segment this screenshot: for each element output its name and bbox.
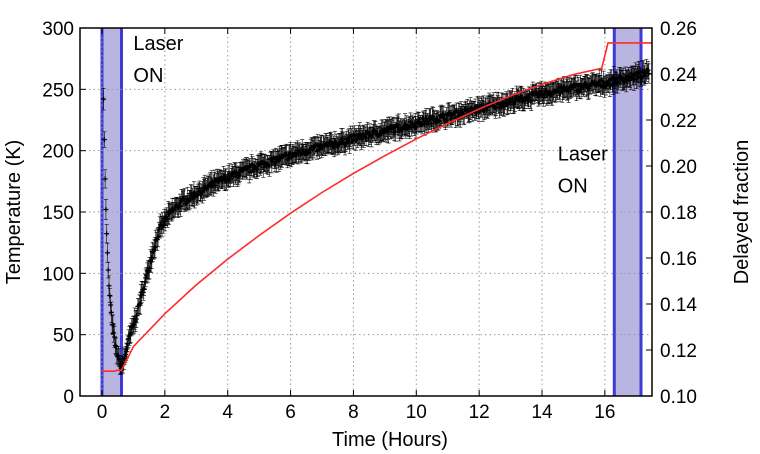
y2-tick-label: 0.22 xyxy=(660,111,697,132)
y-tick-label: 0 xyxy=(63,387,74,408)
y-tick-label: 150 xyxy=(42,203,74,224)
annotation-laser-on-2: Laser xyxy=(558,143,608,165)
x-tick-label: 8 xyxy=(348,402,359,423)
annotation-laser-on-1: Laser xyxy=(133,33,183,55)
y2-axis-label: Delayed fraction xyxy=(731,140,753,285)
y2-tick-label: 0.10 xyxy=(660,387,697,408)
y-axis-right: 0.10 0.12 0.14 0.16 0.18 0.20 0.22 0.24 0.26 xyxy=(646,19,697,408)
y-tick-label: 200 xyxy=(42,142,74,163)
y-axis-left: 0 50 100 150 200 250 300 xyxy=(42,19,86,408)
delayed-fraction-line xyxy=(102,42,652,372)
y-tick-label: 100 xyxy=(42,264,74,285)
y-axis-label: Temperature (K) xyxy=(3,140,25,285)
annotation-laser-on-2: ON xyxy=(558,175,588,197)
y2-tick-label: 0.26 xyxy=(660,19,697,40)
y-tick-label: 250 xyxy=(42,80,74,101)
x-tick-label: 16 xyxy=(594,402,615,423)
y2-tick-label: 0.18 xyxy=(660,203,697,224)
y2-tick-label: 0.14 xyxy=(660,295,697,316)
y2-tick-label: 0.16 xyxy=(660,249,697,270)
x-tick-label: 6 xyxy=(285,402,296,423)
x-tick-label: 2 xyxy=(160,402,171,423)
y2-tick-label: 0.20 xyxy=(660,157,697,178)
annotations: Laser ON Laser ON xyxy=(133,33,608,197)
y2-tick-label: 0.12 xyxy=(660,341,697,362)
delayed-fraction-series xyxy=(102,42,652,372)
y-tick-label: 300 xyxy=(42,19,74,40)
temperature-series xyxy=(101,58,652,375)
x-tick-label: 10 xyxy=(406,402,427,423)
x-axis: 0 2 4 6 8 10 12 14 16 xyxy=(97,28,615,423)
annotation-laser-on-1: ON xyxy=(133,65,163,87)
y-tick-label: 50 xyxy=(53,326,74,347)
x-tick-label: 12 xyxy=(469,402,490,423)
x-axis-label: Time (Hours) xyxy=(332,429,448,451)
x-tick-label: 14 xyxy=(531,402,553,423)
laser-on-bands xyxy=(100,28,643,396)
x-tick-label: 0 xyxy=(97,402,108,423)
x-tick-label: 4 xyxy=(222,402,233,423)
y2-tick-label: 0.24 xyxy=(660,65,697,86)
